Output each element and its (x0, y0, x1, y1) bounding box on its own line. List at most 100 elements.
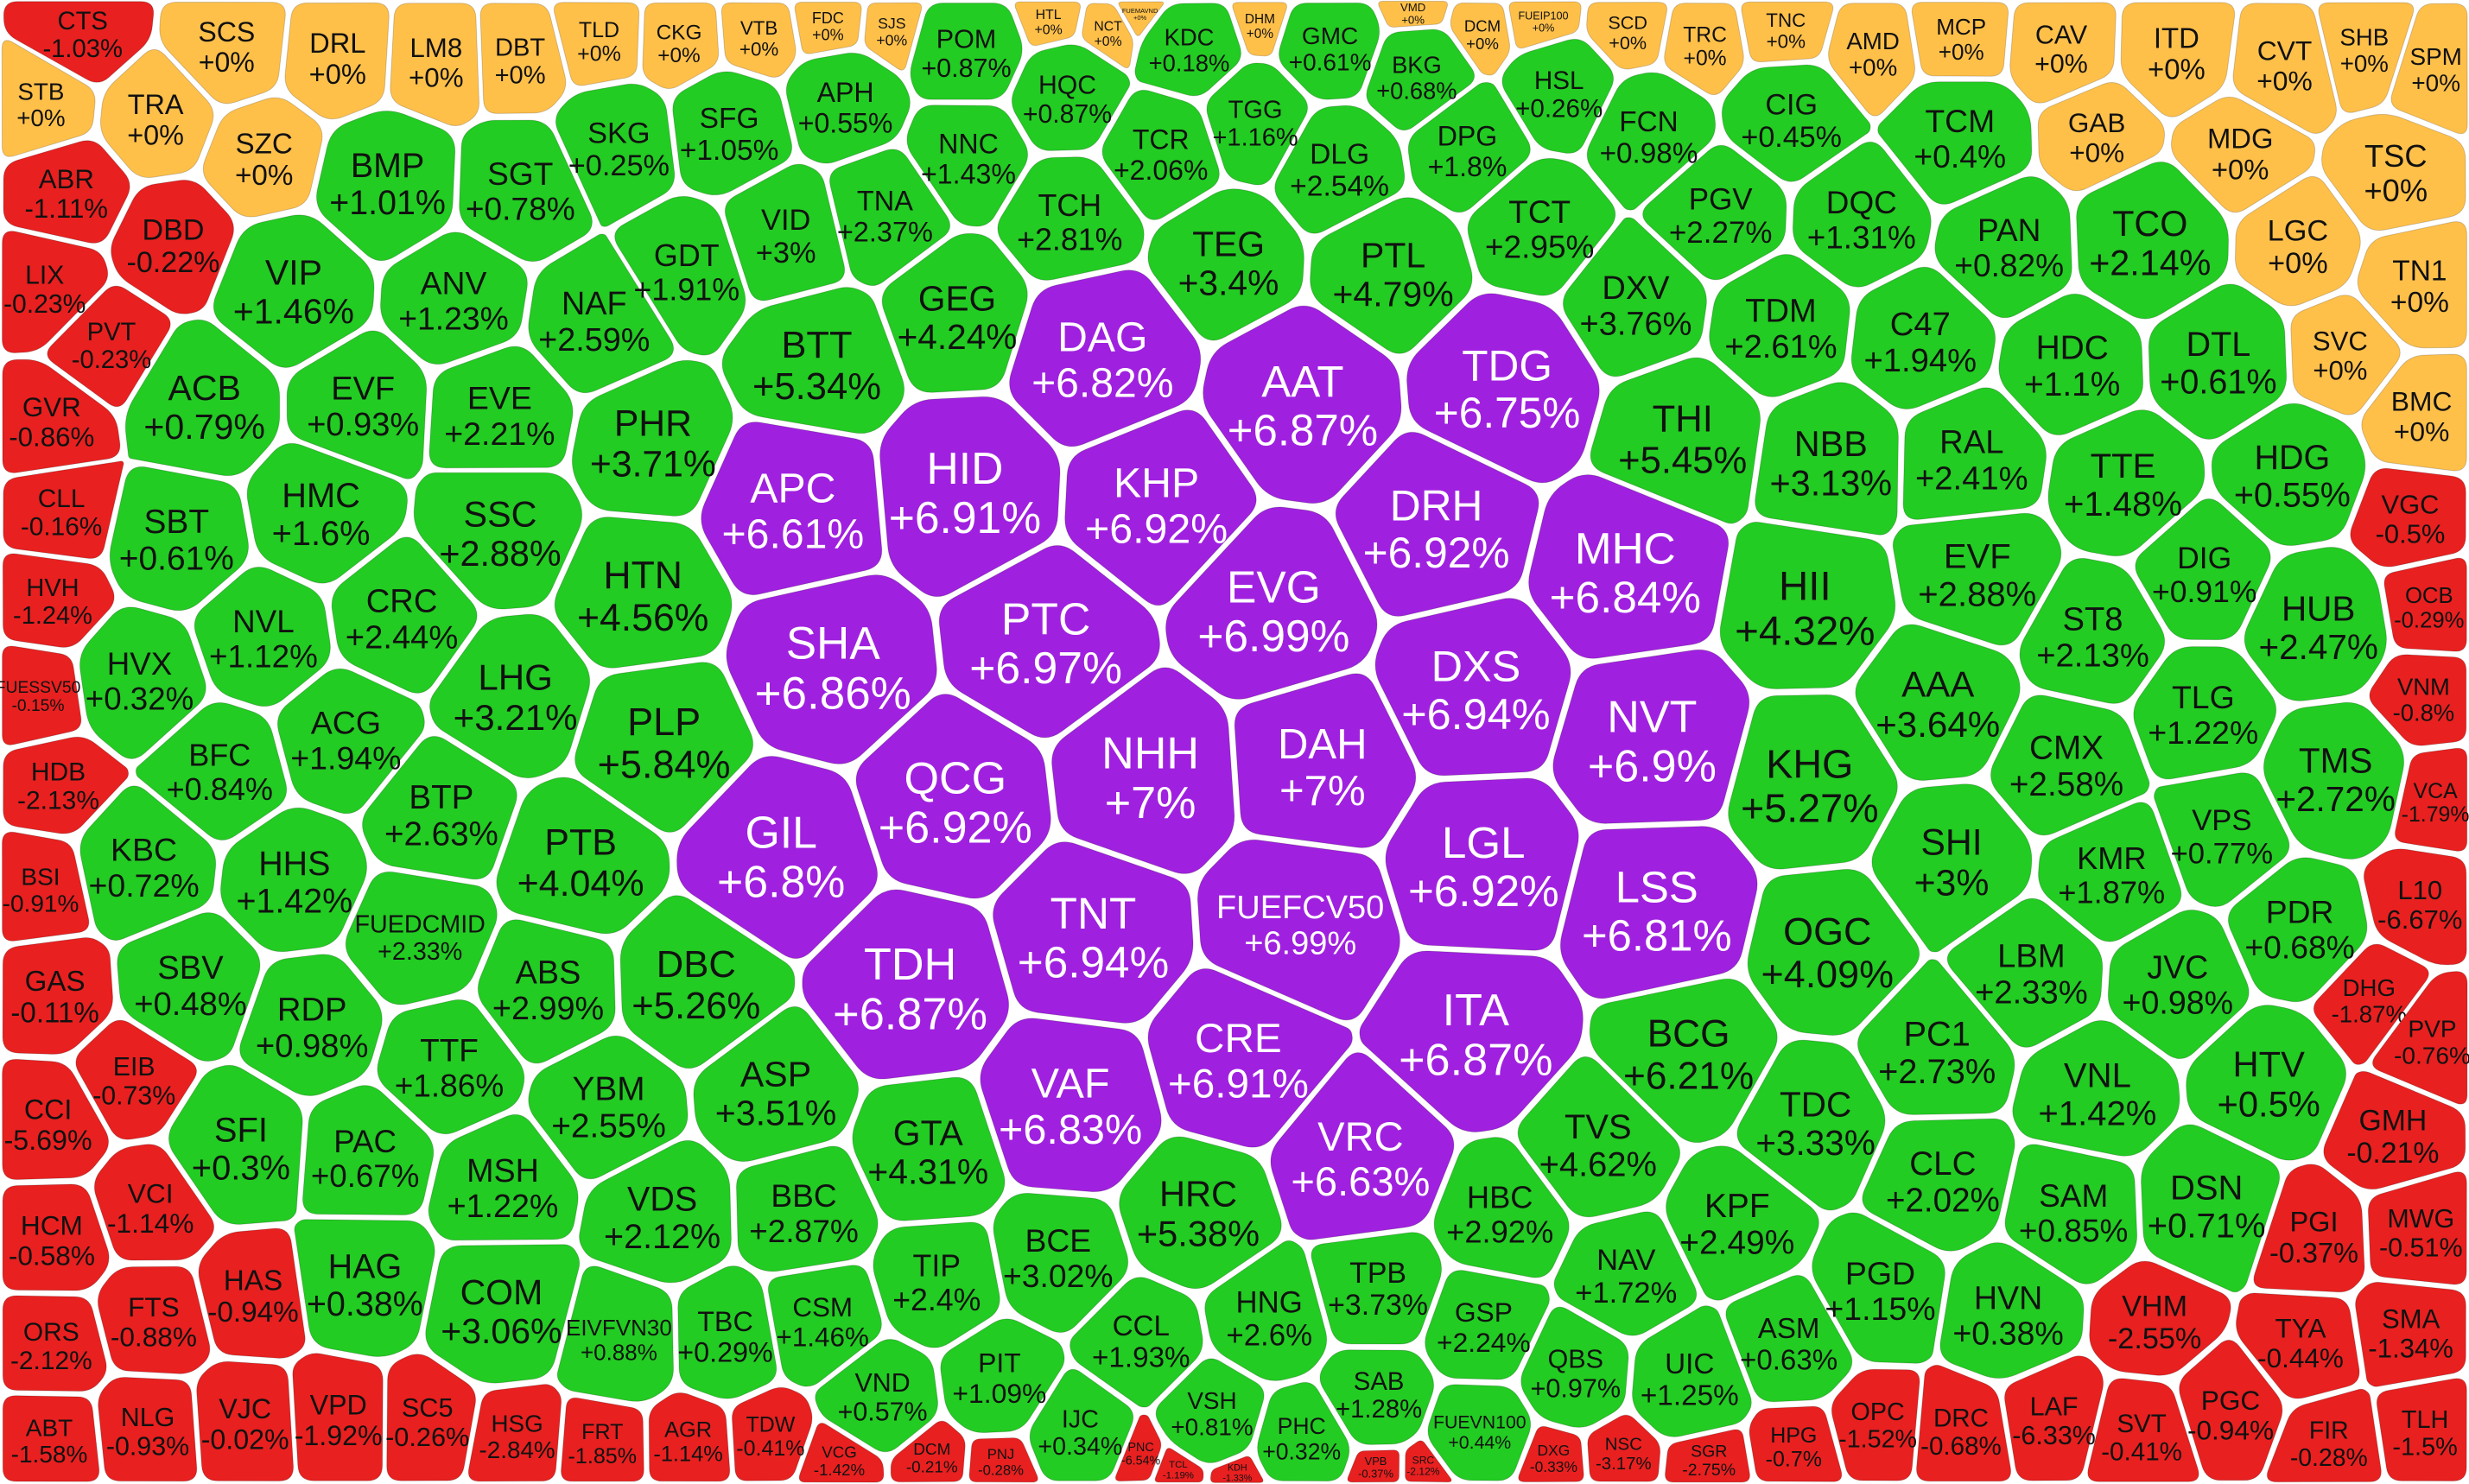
cell-dlg[interactable]: DLG+2.54% (1274, 105, 1406, 234)
cell-lbm[interactable]: LBM+2.33% (1946, 897, 2104, 1048)
cell-dcm[interactable]: DCM+0% (1450, 2, 1510, 76)
cell-sfg[interactable]: SFG+1.05% (672, 71, 793, 196)
cell-tch[interactable]: TCH+2.81% (997, 156, 1145, 281)
cell-bmc[interactable]: BMC+0% (2361, 353, 2467, 472)
cell-dpg[interactable]: DPG+1.8% (1407, 81, 1531, 213)
cell-dbd[interactable]: DBD-0.22% (111, 180, 234, 314)
cell-pgc[interactable]: PGC-0.94% (2179, 1339, 2283, 1481)
cell-gas[interactable]: GAS-0.11% (2, 936, 113, 1055)
cell-crc[interactable]: CRC+2.44% (331, 536, 478, 694)
cell-ptb[interactable]: PTB+4.04% (496, 777, 670, 935)
cell-clc[interactable]: CLC+2.02% (1862, 1118, 2015, 1252)
cell-ita[interactable]: ITA+6.87% (1359, 950, 1584, 1132)
cell-vgc[interactable]: VGC-0.5% (2350, 467, 2466, 568)
cell-drc[interactable]: DRC-0.68% (1916, 1364, 2012, 1482)
cell-tcr[interactable]: TCR+2.06% (1101, 89, 1220, 220)
cell-fts[interactable]: FTS-0.88% (97, 1265, 211, 1374)
cell-tya[interactable]: TYA-0.44% (2235, 1292, 2360, 1399)
cell-vpd[interactable]: VPD-1.92% (292, 1353, 384, 1481)
cell-hbc[interactable]: HBC+2.92% (1433, 1137, 1570, 1278)
cell-tnt[interactable]: TNT+6.94% (993, 841, 1194, 1024)
cell-cre[interactable]: CRE+6.91% (1147, 968, 1353, 1148)
cell-lss[interactable]: LSS+6.81% (1559, 826, 1758, 999)
cell-st8[interactable]: ST8+2.13% (2019, 557, 2166, 704)
cell-vrc[interactable]: VRC+6.63% (1270, 1052, 1455, 1240)
cell-gil[interactable]: GIL+6.8% (676, 755, 879, 959)
cell-ijc[interactable]: IJC+0.34% (1029, 1368, 1134, 1481)
cell-sgr[interactable]: SGR-2.75% (1665, 1429, 1750, 1483)
cell-tlg[interactable]: TLG+1.22% (2133, 646, 2277, 780)
cell-eve[interactable]: EVE+2.21% (428, 346, 574, 469)
cell-frt[interactable]: FRT-1.85% (561, 1397, 644, 1482)
cell-kdc[interactable]: KDC+0.18% (1134, 3, 1241, 97)
cell-csm[interactable]: CSM+1.46% (767, 1265, 882, 1387)
cell-l10[interactable]: L10-6.67% (2363, 848, 2467, 966)
cell-tte[interactable]: TTE+1.48% (2047, 409, 2206, 557)
cell-htn[interactable]: HTN+4.56% (554, 517, 733, 669)
cell-vnm[interactable]: VNM-0.8% (2369, 654, 2467, 746)
cell-fuessv50[interactable]: FUESSV50-0.15% (0, 645, 82, 745)
cell-pvt[interactable]: PVT-0.23% (47, 285, 171, 408)
cell-tpb[interactable]: TPB+3.73% (1311, 1232, 1443, 1345)
cell-anv[interactable]: ANV+1.23% (380, 231, 528, 365)
cell-hsg[interactable]: HSG-2.84% (467, 1384, 562, 1482)
cell-htv[interactable]: HTV+0.5% (2186, 1005, 2347, 1161)
cell-mhc[interactable]: MHC+6.84% (1528, 474, 1730, 659)
cell-fuevn100[interactable]: FUEVN100+0.44% (1427, 1384, 1532, 1481)
cell-tco[interactable]: TCO+2.14% (2076, 162, 2230, 320)
cell-hcm[interactable]: HCM-0.58% (2, 1183, 110, 1291)
cell-tlh[interactable]: TLH-1.5% (2376, 1378, 2467, 1482)
cell-nsc[interactable]: NSC-3.17% (1587, 1414, 1661, 1482)
cell-hdb[interactable]: HDB-2.13% (3, 736, 130, 834)
cell-evg[interactable]: EVG+6.99% (1165, 506, 1378, 700)
cell-cll[interactable]: CLL-0.16% (3, 460, 124, 560)
cell-ogc[interactable]: OGC+4.09% (1747, 868, 1920, 1037)
cell-tdc[interactable]: TDC+3.33% (1736, 1039, 1886, 1211)
cell-has[interactable]: HAS-0.94% (198, 1227, 306, 1359)
cell-nlg[interactable]: NLG-0.93% (98, 1376, 198, 1482)
cell-vaf[interactable]: VAF+6.83% (980, 1018, 1162, 1193)
cell-nav[interactable]: NAV+1.72% (1553, 1211, 1698, 1336)
cell-teg[interactable]: TEG+3.4% (1147, 188, 1304, 341)
cell-ral[interactable]: RAL+2.41% (1902, 387, 2047, 520)
cell-pgi[interactable]: PGI-0.37% (2253, 1164, 2365, 1293)
cell-sgt[interactable]: SGT+0.78% (459, 119, 593, 263)
cell-agr[interactable]: AGR-1.14% (648, 1392, 731, 1482)
cell-nvt[interactable]: NVT+6.9% (1552, 649, 1750, 824)
cell-plp[interactable]: PLP+5.84% (574, 662, 754, 833)
cell-src[interactable]: SRC-2.12% (1405, 1440, 1452, 1483)
cell-acb[interactable]: ACB+0.79% (124, 319, 281, 477)
cell-tsc[interactable]: TSC+0% (2321, 113, 2466, 231)
cell-ors[interactable]: ORS-2.12% (2, 1295, 107, 1392)
cell-lm8[interactable]: LM8+0% (390, 3, 480, 127)
cell-geg[interactable]: GEG+4.24% (881, 232, 1028, 393)
cell-hvx[interactable]: HVX+0.32% (79, 606, 206, 759)
cell-fir[interactable]: FIR-0.28% (2266, 1388, 2382, 1483)
cell-amd[interactable]: AMD+0% (1828, 3, 1915, 117)
cell-phc[interactable]: PHC+0.32% (1257, 1381, 1350, 1482)
cell-vid[interactable]: VID+3% (724, 163, 846, 301)
cell-phr[interactable]: PHR+3.71% (571, 359, 733, 517)
cell-tip[interactable]: TIP+2.4% (873, 1221, 1000, 1348)
cell-tra[interactable]: TRA+0% (99, 48, 214, 178)
cell-ckg[interactable]: CKG+0% (642, 2, 720, 90)
cell-hid[interactable]: HID+6.91% (879, 396, 1061, 598)
cell-tbc[interactable]: TBC+0.29% (677, 1265, 778, 1399)
cell-drh[interactable]: DRH+6.92% (1335, 431, 1539, 617)
cell-ybm[interactable]: YBM+2.55% (528, 1035, 689, 1180)
cell-pgd[interactable]: PGD+1.15% (1812, 1212, 1945, 1364)
cell-ttf[interactable]: TTF+1.86% (377, 999, 525, 1135)
cell-tcl[interactable]: TCL-1.19% (1154, 1447, 1204, 1483)
cell-hhs[interactable]: HHS+1.42% (220, 807, 368, 953)
cell-sbv[interactable]: SBV+0.48% (117, 912, 261, 1062)
cell-ptl[interactable]: PTL+4.79% (1310, 197, 1473, 354)
cell-fueip100[interactable]: FUEIP100+0% (1508, 1, 1582, 49)
cell-kdh[interactable]: KDH-1.33% (1209, 1455, 1264, 1483)
cell-gsp[interactable]: GSP+2.24% (1425, 1270, 1550, 1380)
cell-scd[interactable]: SCD+0% (1586, 2, 1668, 70)
cell-mwg[interactable]: MWG-0.51% (2367, 1171, 2467, 1285)
cell-hvh[interactable]: HVH-1.24% (2, 553, 115, 648)
cell-pnj[interactable]: PNJ-0.28% (968, 1437, 1038, 1483)
cell-vtb[interactable]: VTB+0% (720, 2, 797, 78)
cell-hdg[interactable]: HDG+0.55% (2211, 403, 2366, 546)
